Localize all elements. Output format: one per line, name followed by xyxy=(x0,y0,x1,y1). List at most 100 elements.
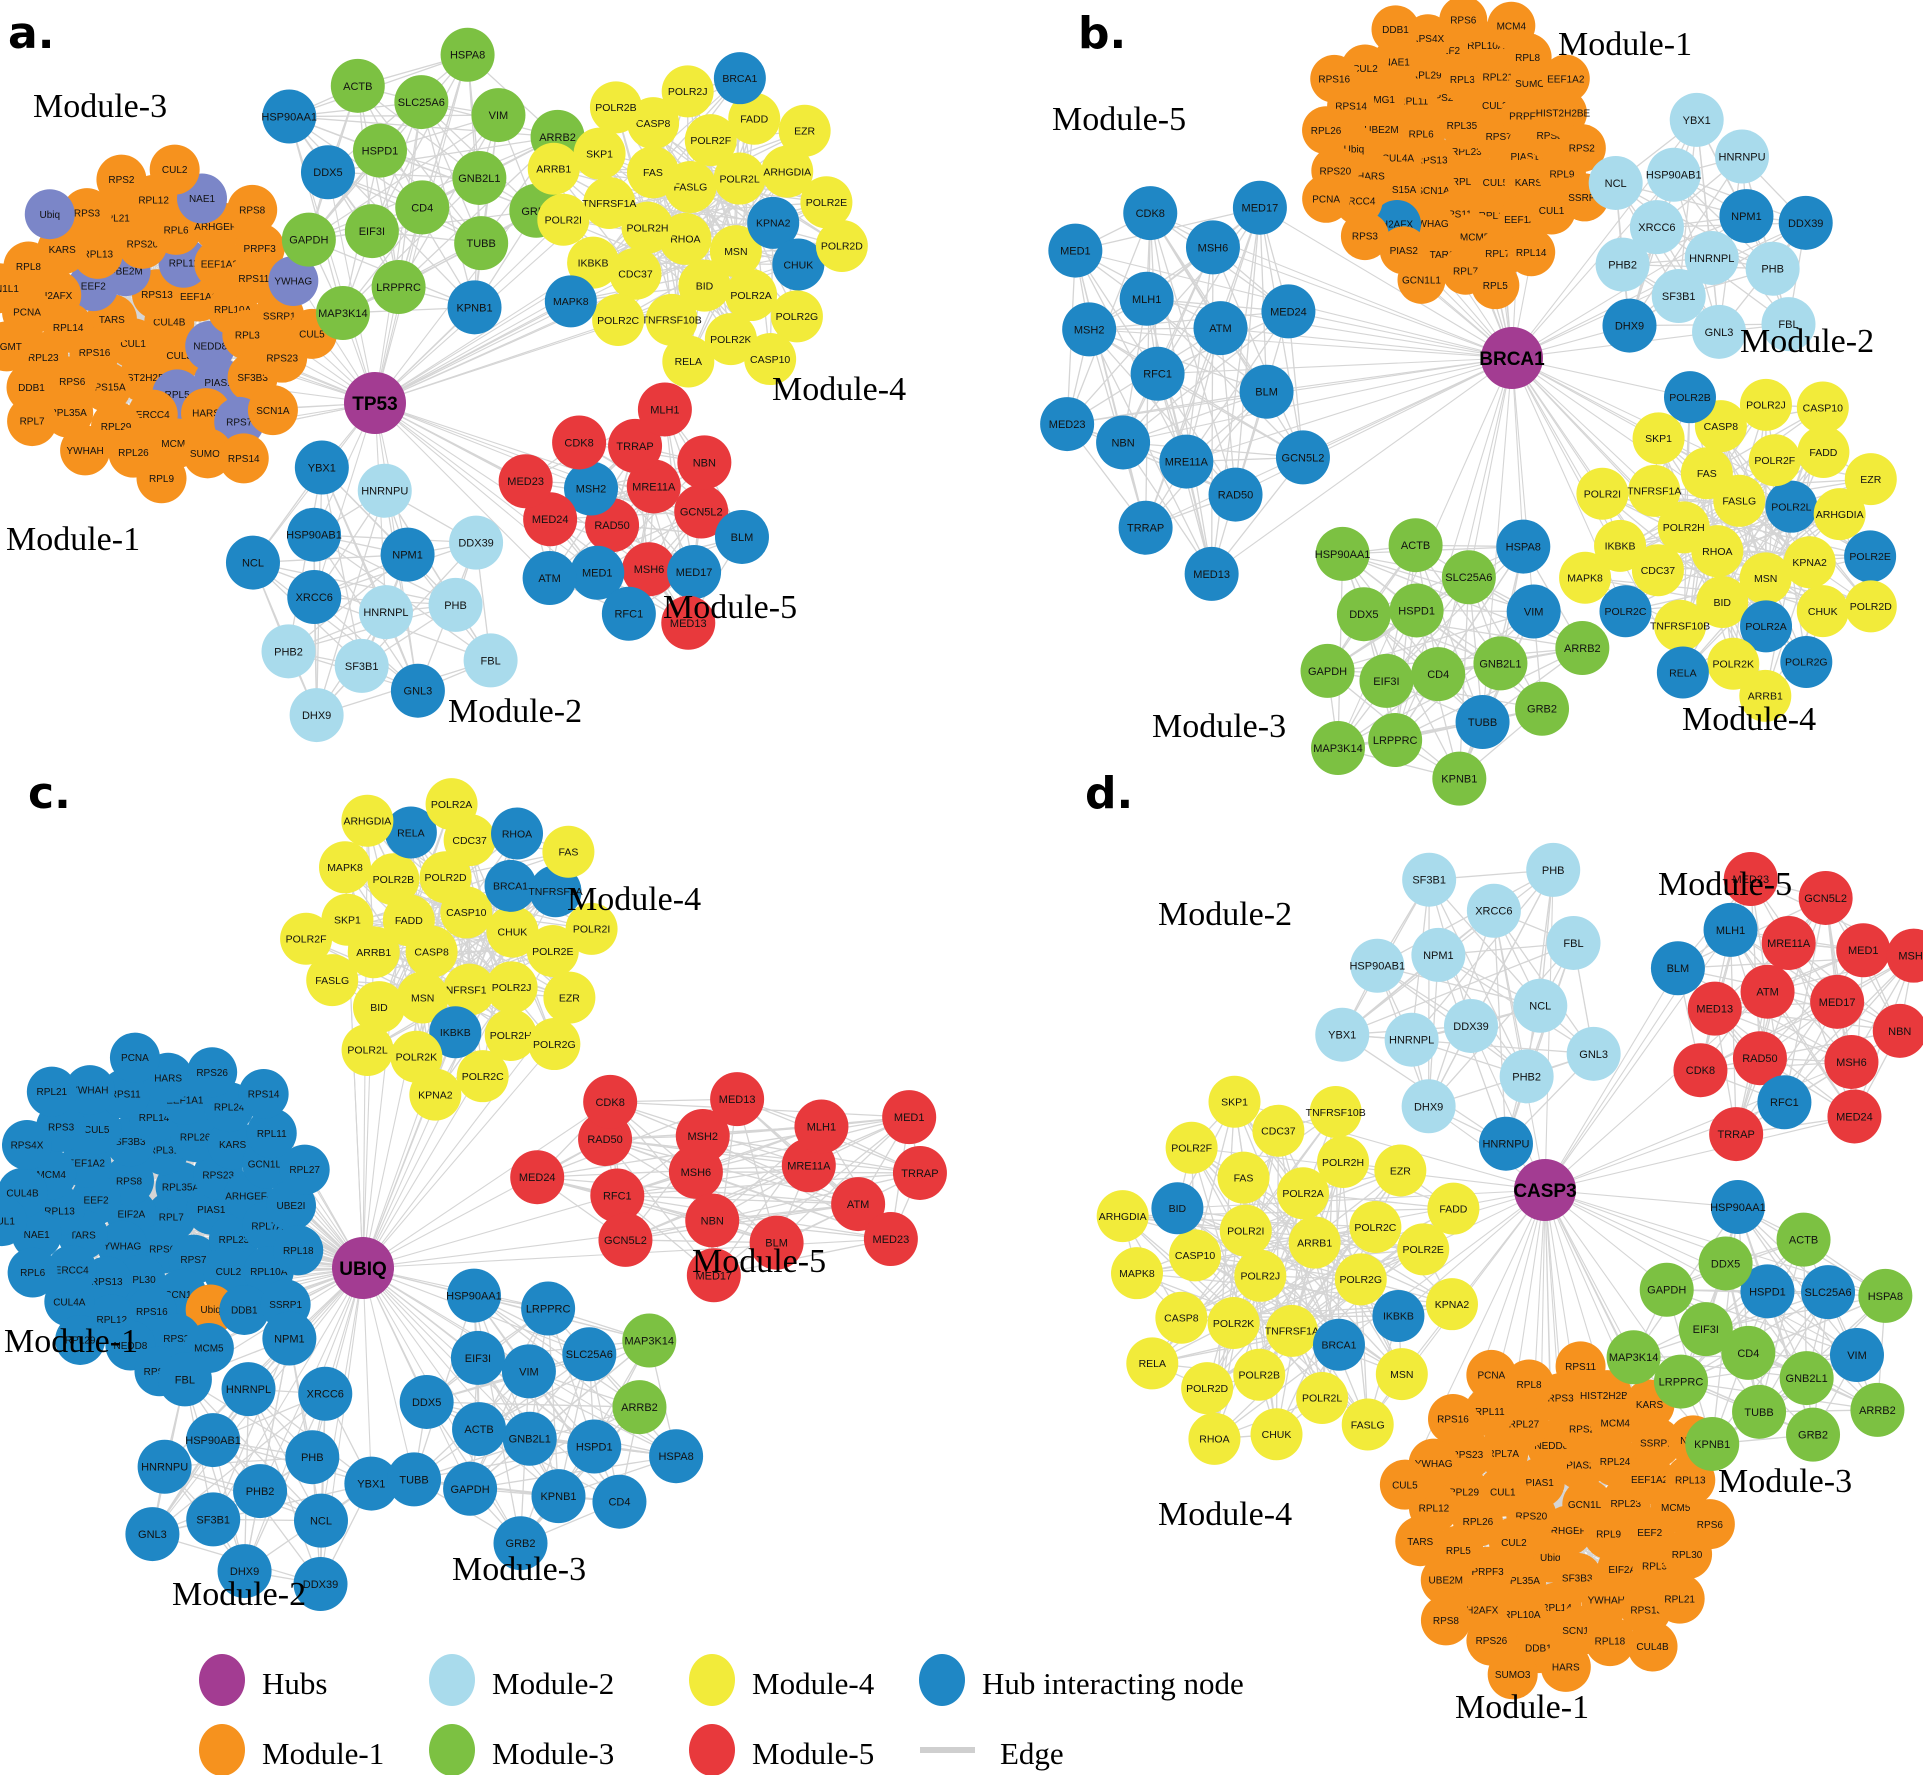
node-RPS14[interactable] xyxy=(238,1068,289,1119)
node-NPM1[interactable] xyxy=(1411,927,1466,982)
node-POLR2D[interactable] xyxy=(1844,580,1897,633)
node-NCL[interactable] xyxy=(293,1493,348,1548)
node-MAPK8[interactable] xyxy=(1559,551,1612,604)
node-GRB2[interactable] xyxy=(1515,681,1570,736)
node-CASP10[interactable] xyxy=(1169,1229,1222,1282)
node-NPM1[interactable] xyxy=(262,1311,317,1366)
node-LRPPRC[interactable] xyxy=(1368,713,1423,768)
node-HNRNPL[interactable] xyxy=(1684,230,1739,285)
node-DDX39[interactable] xyxy=(293,1557,348,1612)
node-BLM[interactable] xyxy=(749,1215,804,1270)
node-TNFRSF1A[interactable] xyxy=(583,176,636,229)
node-HSPD1[interactable] xyxy=(1740,1264,1795,1319)
node-HSP90AB1[interactable] xyxy=(1350,938,1405,993)
node-RPL11[interactable] xyxy=(246,1108,297,1159)
node-POLR2B[interactable] xyxy=(1663,371,1716,424)
node-SLC25A6[interactable] xyxy=(1801,1265,1856,1320)
node-CASP10[interactable] xyxy=(1796,381,1849,434)
node-POLR2D[interactable] xyxy=(1181,1362,1234,1415)
node-HSP90AB1[interactable] xyxy=(1646,147,1701,202)
node-LRPPRC[interactable] xyxy=(371,259,426,314)
node-HNRNPU[interactable] xyxy=(357,463,412,518)
node-SKP1[interactable] xyxy=(573,127,626,180)
node-POLR2E[interactable] xyxy=(526,925,579,978)
node-RPL6[interactable] xyxy=(7,1247,58,1298)
node-GCN5L2[interactable] xyxy=(1275,430,1330,485)
node-CDC37[interactable] xyxy=(1252,1104,1305,1157)
node-CD4[interactable] xyxy=(395,180,450,235)
node-POLR2I[interactable] xyxy=(565,902,618,955)
node-KPNB1[interactable] xyxy=(531,1469,586,1524)
node-POLR2J[interactable] xyxy=(485,961,538,1014)
node-GNB2L1[interactable] xyxy=(502,1411,557,1466)
node-CD4[interactable] xyxy=(1411,647,1466,702)
node-TNFRSF10B[interactable] xyxy=(443,963,496,1016)
node-POLR2I[interactable] xyxy=(1219,1204,1272,1257)
node-MRE11A[interactable] xyxy=(1761,916,1816,971)
node-RPS4X[interactable] xyxy=(1,1119,52,1170)
node-MSH2[interactable] xyxy=(564,461,619,516)
node-SKP1[interactable] xyxy=(321,893,374,946)
node-LRPPRC[interactable] xyxy=(521,1281,576,1336)
node-EIF3I[interactable] xyxy=(344,204,399,259)
node-RPS2[interactable] xyxy=(1557,124,1606,173)
node-MED1[interactable] xyxy=(1836,923,1891,978)
node-GNB2L1[interactable] xyxy=(452,150,507,205)
node-GCN5L2[interactable] xyxy=(1798,870,1853,925)
node-SF3B1[interactable] xyxy=(1651,269,1706,324)
node-RPL8[interactable] xyxy=(1504,1359,1555,1410)
node-POLR2C[interactable] xyxy=(456,1050,509,1103)
node-MED17[interactable] xyxy=(667,545,722,600)
node-LRPPRC[interactable] xyxy=(1653,1354,1708,1409)
node-TUBB[interactable] xyxy=(454,216,509,271)
node-POLR2A[interactable] xyxy=(725,269,778,322)
node-NBN[interactable] xyxy=(1872,1003,1923,1058)
node-VIM[interactable] xyxy=(471,88,526,143)
node-FBL[interactable] xyxy=(463,633,518,688)
node-BRCA1[interactable] xyxy=(713,52,766,105)
node-POLR2J[interactable] xyxy=(1739,378,1792,431)
node-PCNA[interactable] xyxy=(109,1032,160,1083)
node-EZR[interactable] xyxy=(1374,1144,1427,1197)
node-HNRNPU[interactable] xyxy=(137,1439,192,1494)
node-MED1[interactable] xyxy=(570,545,625,600)
node-POLR2G[interactable] xyxy=(1334,1253,1387,1306)
node-IKBKB[interactable] xyxy=(429,1006,482,1059)
node-POLR2C[interactable] xyxy=(1349,1201,1402,1254)
node-XRCC6[interactable] xyxy=(298,1366,353,1421)
node-DDX39[interactable] xyxy=(1444,998,1499,1053)
node-PHB[interactable] xyxy=(428,577,483,632)
node-CDC37[interactable] xyxy=(1631,544,1684,597)
node-RPL27[interactable] xyxy=(279,1144,330,1195)
node-HSP90AA1[interactable] xyxy=(1315,526,1370,581)
node-TUBB[interactable] xyxy=(1455,695,1510,750)
node-KPNA2[interactable] xyxy=(1425,1278,1478,1331)
node-FADD[interactable] xyxy=(382,894,435,947)
node-EZR[interactable] xyxy=(543,971,596,1024)
node-MED17[interactable] xyxy=(1232,180,1287,235)
node-MSH2[interactable] xyxy=(675,1108,730,1163)
node-DDX39[interactable] xyxy=(1778,195,1833,250)
node-HSPA8[interactable] xyxy=(440,27,495,82)
node-KPNA2[interactable] xyxy=(409,1068,462,1121)
node-CUL4A[interactable] xyxy=(44,1276,95,1327)
node-MED23[interactable] xyxy=(863,1212,918,1267)
node-HARS[interactable] xyxy=(1540,1641,1591,1692)
node-NCL[interactable] xyxy=(1513,978,1568,1033)
node-MED24[interactable] xyxy=(1827,1089,1882,1144)
node-MED17[interactable] xyxy=(1810,974,1865,1029)
node-FASLG[interactable] xyxy=(306,954,359,1007)
node-CUL1[interactable] xyxy=(0,1196,28,1247)
node-DDX5[interactable] xyxy=(1336,587,1391,642)
node-RPS16[interactable] xyxy=(1310,54,1359,103)
node-BID[interactable] xyxy=(1696,576,1749,629)
node-CUL4B[interactable] xyxy=(1627,1621,1678,1672)
node-IKBKB[interactable] xyxy=(1372,1289,1425,1342)
node-CD4[interactable] xyxy=(592,1474,647,1529)
node-ACTB[interactable] xyxy=(1776,1212,1831,1267)
node-HIST2H2BE[interactable] xyxy=(1539,89,1588,138)
node-YWHAH[interactable] xyxy=(60,425,111,476)
hub-BRCA1[interactable] xyxy=(1481,327,1543,389)
node-ACTB[interactable] xyxy=(330,58,385,113)
node-POLR2F[interactable] xyxy=(280,912,333,965)
